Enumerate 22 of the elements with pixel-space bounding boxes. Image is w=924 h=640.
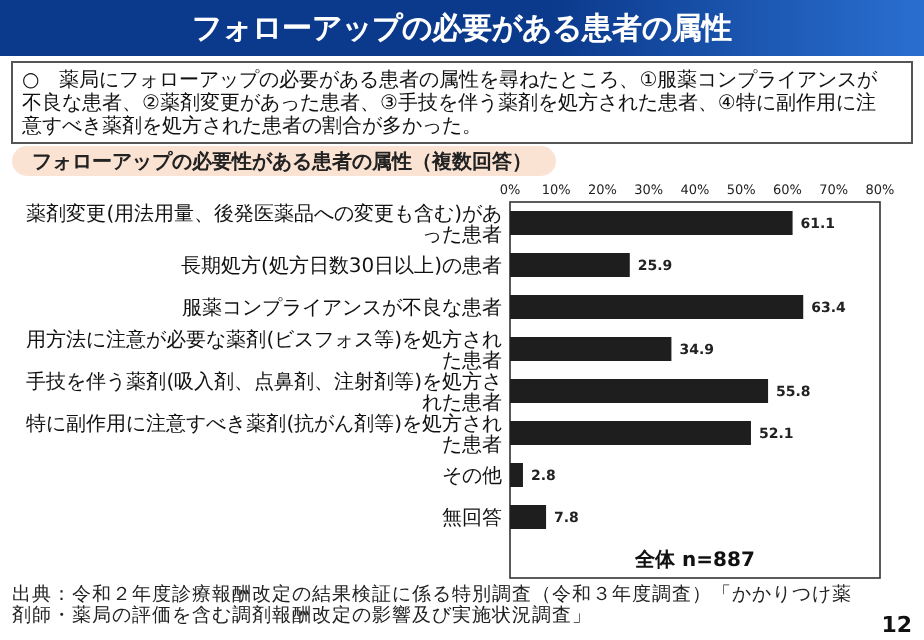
text: ○ 薬局にフォローアップの必要がある患者の属性を尋ねたところ、①服薬コンプライアンスが不良な患者、②薬剤変更があった患者、③手技を伴う薬剤を処方された患者、④特に副作用に注意すべき薬剤を処方された患者の割合が多かった。: [20, 68, 880, 138]
bar: [510, 463, 523, 487]
y-tick-label: 服薬コンプライアンスが不良な患者: [182, 296, 502, 320]
bar: [510, 295, 804, 319]
y-tick-label: その他: [442, 464, 502, 488]
source-note: 出典：令和２年度診療報酬改定の結果検証に係る特別調査（令和３年度調査）「かかりつけ薬剤師・薬局の評価を含む調剤報酬改定の影響及び実施状況調査」: [12, 582, 852, 627]
text: フォローアップの必要性がある患者の属性（複数回答）: [32, 150, 532, 174]
bar: [510, 253, 630, 277]
bar: [510, 379, 769, 403]
y-tick-label: 特に副作用に注意すべき薬剤(抗がん剤等)を処方された患者: [26, 411, 502, 457]
text: 12: [881, 612, 912, 638]
bar: [510, 337, 672, 361]
y-tick-label: 無回答: [442, 506, 502, 530]
chart-title: フォローアップの必要がある患者の属性: [192, 10, 732, 46]
y-tick-label: 手技を伴う薬剤(吸入剤、点鼻剤、注射剤等)を処方された患者: [26, 369, 502, 415]
y-tick-label: 薬剤変更(用法用量、後発医薬品への変更も含む)があった患者: [26, 201, 502, 247]
bar: [510, 505, 547, 529]
annotation: 全体 n=887: [633, 548, 755, 572]
y-tick-label: 用方法に注意が必要な薬剤(ビスフォス等)を処方された患者: [26, 327, 502, 373]
y-tick-label: 長期処方(処方日数30日以上)の患者: [180, 254, 502, 278]
bar: [510, 421, 751, 445]
bar: [510, 211, 793, 235]
